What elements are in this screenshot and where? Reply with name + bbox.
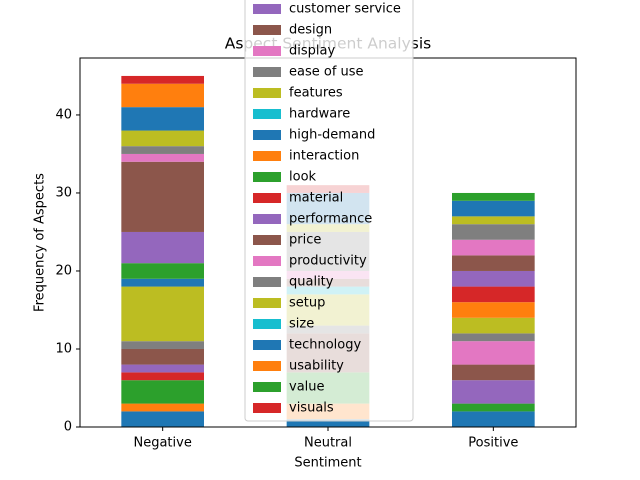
legend-swatch [253,88,281,98]
legend-label: visuals [289,401,334,416]
bar-segment [452,286,535,303]
bar-segment [121,130,204,147]
x-tick-label: Positive [468,436,518,451]
bar-segment [452,302,535,318]
legend-swatch [253,340,281,350]
bar-segment [452,341,535,365]
bar-segment [452,239,535,256]
legend-label: technology [289,338,361,353]
legend-label: size [289,317,314,332]
bar-segment [121,153,204,162]
y-axis-label: Frequency of Aspects [33,173,48,312]
legend-label: features [289,86,343,101]
bar-segment [452,224,535,240]
bar-segment [286,419,370,427]
x-tick-label: Neutral [304,436,352,451]
bar-segment [452,317,535,334]
bar-segment [452,200,535,217]
legend-label: setup [289,296,325,311]
bar-segment [121,278,204,287]
legend-swatch [253,67,281,77]
legend-label: performance [289,212,372,227]
legend-swatch [253,382,281,392]
legend-label: ease of use [289,65,364,80]
legend-box [244,0,414,422]
y-tick-label: 20 [55,263,72,278]
bar-segment [452,255,535,271]
bar-segment [452,411,535,427]
legend-swatch [253,298,281,308]
legend-label: hardware [289,107,350,122]
bar-segment [121,263,204,279]
bar-segment [121,341,204,349]
legend-swatch [253,109,281,119]
legend-swatch [253,277,281,287]
bar-segment [121,411,204,427]
bar-segment [452,216,535,225]
legend-label: material [289,191,343,206]
y-tick-label: 40 [55,107,72,122]
bar-segment [121,146,204,154]
bar-segment [121,364,204,373]
legend-label: high-demand [289,128,375,143]
bar-segment [452,380,535,404]
legend-label: customer service [289,2,401,17]
legend-swatch [253,25,281,35]
legend-swatch [253,193,281,203]
bar-segment [121,286,204,342]
bar-segment [452,270,535,287]
legend-label: look [289,170,317,185]
legend-swatch [253,214,281,224]
y-tick-label: 0 [64,420,72,435]
bar-segment [121,161,204,232]
bar-segment [121,348,204,365]
legend-swatch [253,130,281,140]
bar-segment [121,107,204,131]
legend-swatch [253,319,281,329]
y-tick-label: 10 [55,341,72,356]
legend-label: quality [289,275,334,290]
bar-segment [121,380,204,404]
legend-swatch [253,361,281,371]
legend-label: usability [289,359,344,374]
bar-segment [121,83,204,108]
bar-segment [121,372,204,381]
legend-swatch [253,256,281,266]
bar-segment [121,75,204,84]
legend-label: interaction [289,149,359,164]
bar-segment [452,192,535,201]
legend-label: design [289,23,332,38]
legend-label: display [289,44,335,59]
x-axis-label: Sentiment [294,456,361,471]
legend-label: value [289,380,325,395]
bar-segment [452,364,535,381]
legend-label: price [289,233,321,248]
legend-label: productivity [289,254,367,269]
bar-segment [121,403,204,412]
legend-swatch [253,235,281,245]
y-tick-label: 30 [55,185,72,200]
legend-swatch [253,172,281,182]
bar-segment [121,231,204,264]
legend-swatch [253,403,281,413]
legend-swatch [253,4,281,14]
x-tick-label: Negative [133,436,191,451]
bar-segment [452,403,535,412]
legend-swatch [253,151,281,161]
bar-segment [452,333,535,342]
legend-swatch [253,46,281,56]
